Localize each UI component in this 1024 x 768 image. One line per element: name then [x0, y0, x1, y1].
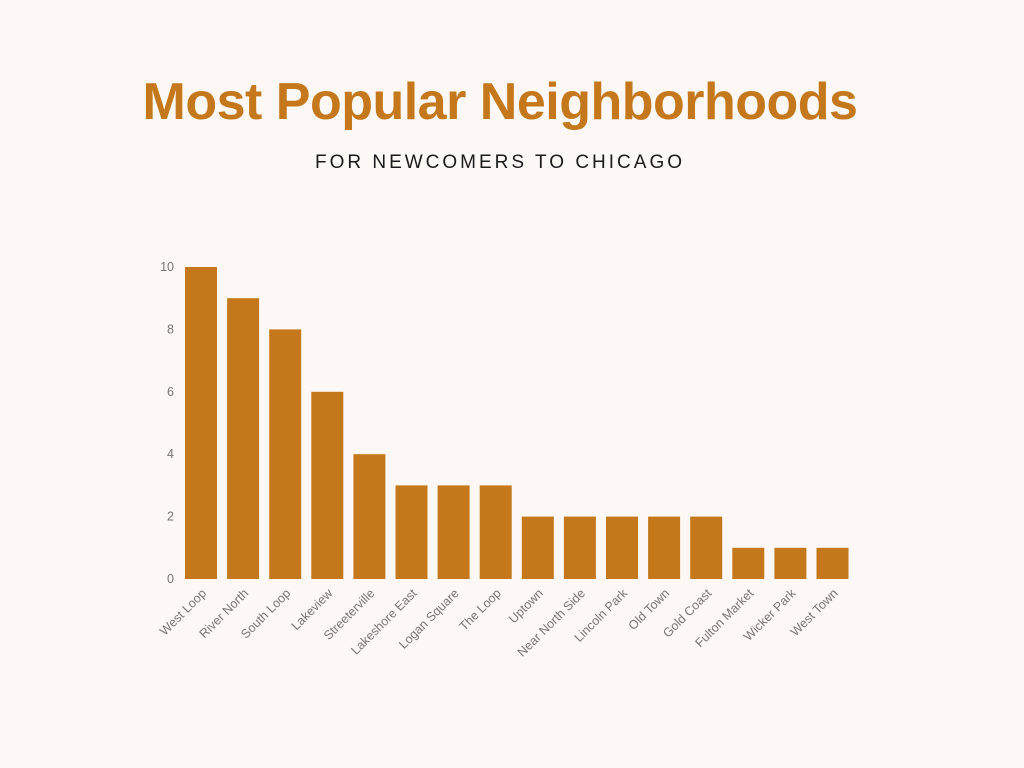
- bar: [437, 485, 470, 579]
- y-tick-label: 4: [167, 447, 174, 461]
- bar: [479, 485, 512, 579]
- bar: [563, 516, 596, 579]
- bar: [353, 454, 386, 579]
- bar: [521, 516, 554, 579]
- y-tick-label: 6: [167, 385, 174, 399]
- x-tick-label: The Loop: [457, 586, 504, 633]
- bar: [311, 391, 344, 579]
- bar: [269, 329, 302, 579]
- bar: [816, 547, 849, 579]
- y-tick-label: 8: [167, 322, 174, 336]
- bar: [227, 298, 260, 579]
- y-tick-label: 2: [167, 510, 174, 524]
- y-tick-label: 10: [160, 260, 174, 274]
- bar: [648, 516, 681, 579]
- bar: [690, 516, 723, 579]
- bar: [774, 547, 807, 579]
- bar: [185, 267, 217, 579]
- bar: [606, 516, 638, 579]
- chart-title: Most Popular Neighborhoods: [142, 73, 858, 131]
- y-tick-label: 0: [167, 572, 174, 586]
- y-axis-ticks: 0 2 4 6 8 10: [160, 260, 174, 586]
- bars: [185, 267, 849, 579]
- x-tick-label: Uptown: [506, 586, 546, 626]
- bar: [732, 547, 765, 579]
- bar: [395, 485, 428, 579]
- chart-subtitle: FOR NEWCOMERS TO CHICAGO: [314, 152, 686, 173]
